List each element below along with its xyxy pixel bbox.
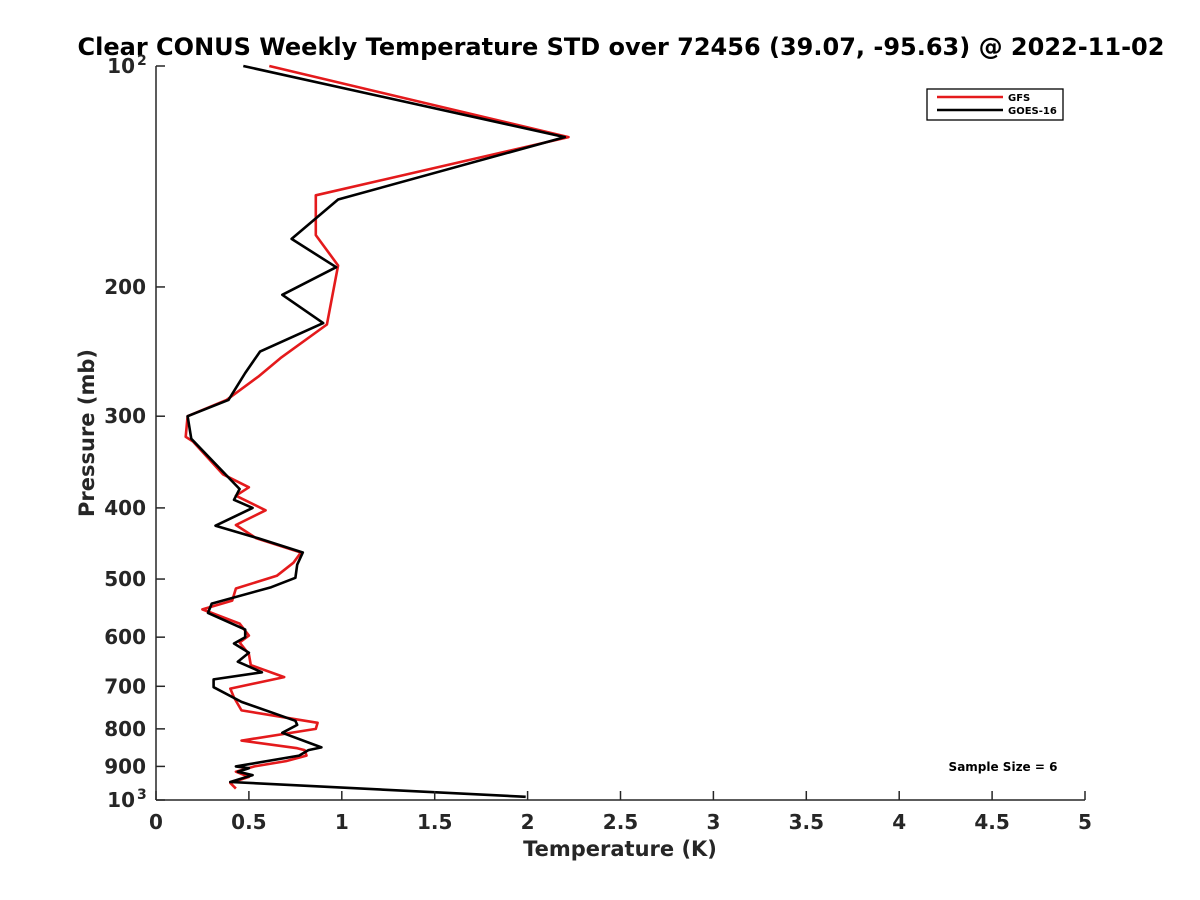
x-tick-label: 0.5 xyxy=(231,810,266,834)
y-tick-exponent: 3 xyxy=(137,787,147,803)
y-tick-label: 300 xyxy=(104,404,146,428)
tick-layer: 0 0.5 1 1.5 2 2.5 3 3.5 4 4.5 510 22003004005006007… xyxy=(104,53,1092,834)
y-tick-label: 600 xyxy=(104,625,146,649)
x-tick-label: 3.5 xyxy=(789,810,824,834)
y-tick-label: 400 xyxy=(104,496,146,520)
y-tick-exponent: 2 xyxy=(137,53,147,69)
y-tick-label: 900 xyxy=(104,754,146,778)
chart-title: Clear CONUS Weekly Temperature STD over … xyxy=(78,33,1165,61)
x-tick-label: 1 xyxy=(335,810,349,834)
x-tick-label: 5 xyxy=(1078,810,1092,834)
y-tick-label: 700 xyxy=(104,674,146,698)
x-tick-label: 4 xyxy=(892,810,906,834)
legend-label: GFS xyxy=(1008,93,1030,104)
x-axis-label: Temperature (K) xyxy=(523,837,717,861)
y-tick-label: 800 xyxy=(104,717,146,741)
legend-label: GOES-16 xyxy=(1008,106,1057,117)
y-tick-label: 200 xyxy=(104,275,146,299)
x-tick-label: 0 xyxy=(149,810,163,834)
y-tick-label: 10 xyxy=(107,54,135,78)
legend: GFS GOES-16 xyxy=(926,88,1064,121)
sample-size-annotation: Sample Size = 6 xyxy=(949,760,1058,774)
series-line-gfs xyxy=(184,64,570,790)
x-tick-label: 1.5 xyxy=(417,810,452,834)
series-layer xyxy=(184,64,570,799)
x-tick-label: 3 xyxy=(706,810,720,834)
series-line-goes-16 xyxy=(186,64,567,799)
y-tick-label: 10 xyxy=(107,788,135,812)
x-tick-label: 2 xyxy=(521,810,535,834)
y-axis-label: Pressure (mb) xyxy=(75,349,99,517)
x-tick-label: 4.5 xyxy=(974,810,1009,834)
x-tick-label: 2.5 xyxy=(603,810,638,834)
y-tick-label: 500 xyxy=(104,567,146,591)
